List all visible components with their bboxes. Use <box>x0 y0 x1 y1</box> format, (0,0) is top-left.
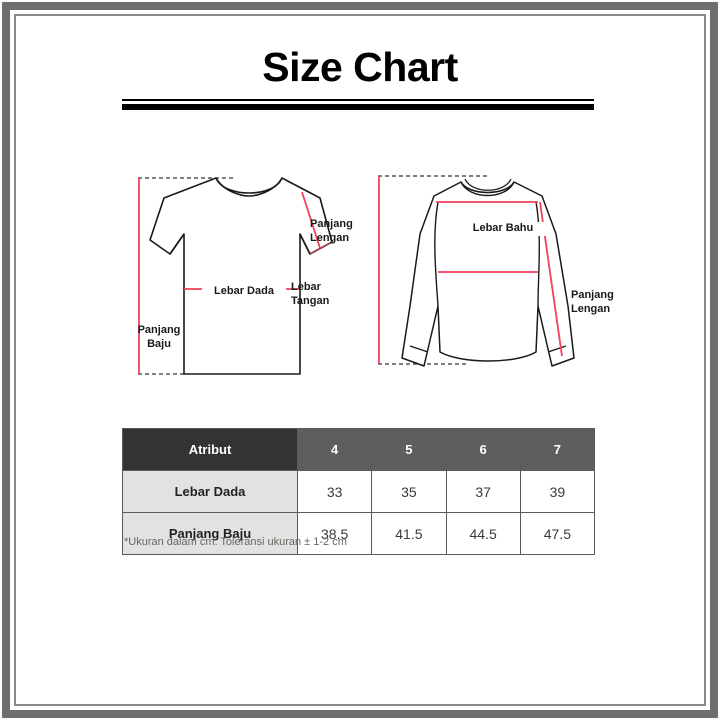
size-table-wrap: Atribut 4 5 6 7 Lebar Dada 33 35 37 39 <box>122 428 596 555</box>
measure-line-sleeve-length <box>301 191 321 249</box>
size-table: Atribut 4 5 6 7 Lebar Dada 33 35 37 39 <box>122 428 596 555</box>
tshirt-svg <box>138 177 333 375</box>
cell-lebar-dada-5: 35 <box>371 470 447 513</box>
header-size-5: 5 <box>371 428 447 471</box>
sweatshirt-right-armhole <box>535 201 540 307</box>
row-label-panjang-baju: Panjang Baju <box>122 512 298 555</box>
label-panjang-baju: Panjang Baju <box>137 324 181 350</box>
size-table-body: Lebar Dada 33 35 37 39 Panjang Baju 38.5… <box>122 470 596 555</box>
decorative-inner-frame <box>14 14 706 706</box>
header-size-6: 6 <box>445 428 521 471</box>
cell-panjang-baju-7: 47.5 <box>519 512 596 555</box>
label-lebar-bahu: Lebar Bahu <box>458 222 548 236</box>
page-title: Size Chart <box>262 44 458 90</box>
sweatshirt-svg <box>378 175 575 367</box>
label-panjang-lengan-tshirt: Panjang Lengan <box>310 218 353 244</box>
diagram-long-sleeve-sweatshirt: Lebar Bahu Panjang Lengan <box>366 156 631 406</box>
header-size-4: 4 <box>296 428 373 471</box>
label-lebar-tangan: Lebar Tangan <box>291 281 330 307</box>
tshirt-body-outline <box>149 177 333 375</box>
diagram-short-sleeve-tshirt: Panjang Lengan Lebar Dada Lebar Tangan P… <box>124 156 374 406</box>
tshirt-collar <box>215 177 283 194</box>
cell-panjang-baju-6: 44.5 <box>445 512 521 555</box>
sweatshirt-left-armhole <box>434 201 439 307</box>
tshirt-right-sleeve-seam <box>299 233 311 255</box>
header-attribut: Atribut <box>122 428 298 471</box>
cell-panjang-baju-4: 38.5 <box>296 512 373 555</box>
cell-lebar-dada-7: 39 <box>519 470 596 513</box>
divider-gap <box>122 101 594 104</box>
table-row: Lebar Dada 33 35 37 39 <box>122 470 596 513</box>
header-size-7: 7 <box>519 428 596 471</box>
table-header-row: Atribut 4 5 6 7 <box>122 428 596 471</box>
title-divider <box>122 99 594 110</box>
label-panjang-lengan-sweatshirt: Panjang Lengan <box>571 289 614 315</box>
table-row: Panjang Baju 38.5 41.5 44.5 47.5 <box>122 512 596 555</box>
cell-panjang-baju-5: 41.5 <box>371 512 447 555</box>
tshirt-left-sleeve-seam <box>169 233 185 255</box>
cell-lebar-dada-4: 33 <box>296 470 373 513</box>
measure-line-sleeve-opening <box>309 241 333 255</box>
size-table-head: Atribut 4 5 6 7 <box>122 428 596 471</box>
row-label-lebar-dada: Lebar Dada <box>122 470 298 513</box>
sweatshirt-collar-inner <box>464 178 512 191</box>
divider-thin-line <box>122 99 594 101</box>
sweatshirt-body-outline <box>401 181 575 367</box>
divider-thick-line <box>122 104 594 110</box>
garment-diagrams: Panjang Lengan Lebar Dada Lebar Tangan P… <box>16 156 704 406</box>
label-lebar-dada: Lebar Dada <box>202 285 286 299</box>
cell-lebar-dada-6: 37 <box>445 470 521 513</box>
sweatshirt-collar-outer <box>460 181 515 197</box>
sweatshirt-left-cuff <box>409 345 429 353</box>
chart-canvas: Size Chart <box>16 16 704 704</box>
sweatshirt-right-cuff <box>547 345 567 353</box>
measurement-footnote: *Ukuran dalam cm. Toleransi ukuran ± 1-2… <box>124 536 347 548</box>
